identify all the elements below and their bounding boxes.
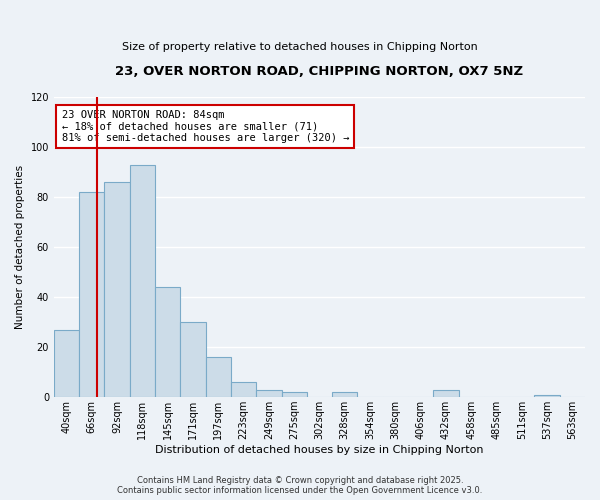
Bar xyxy=(535,394,560,397)
Bar xyxy=(231,382,256,397)
Bar xyxy=(181,322,206,397)
Text: 23 OVER NORTON ROAD: 84sqm
← 18% of detached houses are smaller (71)
81% of semi: 23 OVER NORTON ROAD: 84sqm ← 18% of deta… xyxy=(62,110,349,143)
Bar xyxy=(332,392,358,397)
Y-axis label: Number of detached properties: Number of detached properties xyxy=(15,165,25,330)
X-axis label: Distribution of detached houses by size in Chipping Norton: Distribution of detached houses by size … xyxy=(155,445,484,455)
Bar xyxy=(433,390,458,397)
Bar xyxy=(256,390,281,397)
Bar xyxy=(104,182,130,397)
Bar xyxy=(130,164,155,397)
Bar xyxy=(79,192,104,397)
Bar xyxy=(281,392,307,397)
Bar xyxy=(155,287,181,397)
Text: Size of property relative to detached houses in Chipping Norton: Size of property relative to detached ho… xyxy=(122,42,478,52)
Text: Contains HM Land Registry data © Crown copyright and database right 2025.
Contai: Contains HM Land Registry data © Crown c… xyxy=(118,476,482,495)
Title: 23, OVER NORTON ROAD, CHIPPING NORTON, OX7 5NZ: 23, OVER NORTON ROAD, CHIPPING NORTON, O… xyxy=(115,65,524,78)
Bar xyxy=(206,357,231,397)
Bar xyxy=(54,330,79,397)
